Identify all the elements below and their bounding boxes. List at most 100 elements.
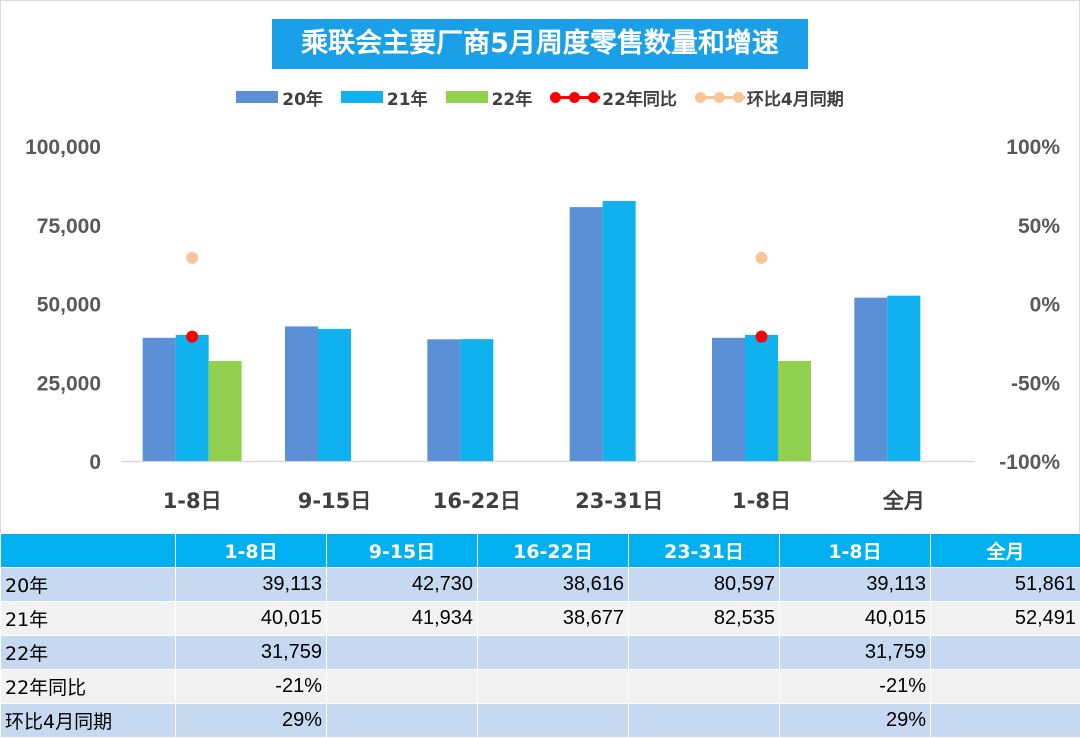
- table-cell: -21%: [176, 670, 327, 704]
- bar-21年: [603, 201, 636, 461]
- table-cell: 29%: [780, 704, 931, 738]
- legend-label-20: 20年: [282, 85, 323, 110]
- y-left-tick-label: 25,000: [37, 372, 101, 395]
- bar-21年: [176, 335, 209, 461]
- point-环比4月同期: [756, 252, 768, 264]
- table-cell: [629, 670, 780, 704]
- data-table: 1-8日 9-15日 16-22日 23-31日 1-8日 全月 20年 39,…: [0, 533, 1080, 738]
- y-right-tick-label: -100%: [999, 451, 1060, 474]
- x-tick-label: 16-22日: [433, 489, 521, 513]
- table-header-cell: 1-8日: [780, 534, 931, 568]
- chart-title: 乘联会主要厂商5月周度零售数量和增速: [272, 19, 808, 69]
- legend-label-yoy: 22年同比: [602, 85, 677, 110]
- table-cell: [629, 704, 780, 738]
- table-cell: [629, 636, 780, 670]
- legend-item-20[interactable]: 20年: [236, 85, 323, 110]
- table-cell: 51,861: [931, 568, 1080, 602]
- row-label: 21年: [1, 602, 176, 636]
- table-cell: 80,597: [629, 568, 780, 602]
- legend-swatch-mom: [695, 90, 745, 104]
- row-label: 20年: [1, 568, 176, 602]
- legend-swatch-21: [341, 91, 383, 103]
- y-left-tick-label: 0: [89, 451, 101, 474]
- table-row: 20年 39,113 42,730 38,616 80,597 39,113 5…: [1, 568, 1080, 602]
- legend-swatch-yoy: [550, 90, 600, 104]
- table-header-cell: 1-8日: [176, 534, 327, 568]
- bar-20年: [143, 338, 176, 461]
- legend-label-21: 21年: [387, 85, 428, 110]
- table-cell: 40,015: [176, 602, 327, 636]
- table-cell: -21%: [780, 670, 931, 704]
- legend-item-22[interactable]: 22年: [446, 85, 533, 110]
- bar-21年: [745, 335, 778, 461]
- bar-20年: [285, 326, 318, 461]
- y-right-tick-label: 0%: [1030, 294, 1061, 317]
- bar-21年: [887, 296, 920, 461]
- table-cell: 39,113: [176, 568, 327, 602]
- legend-item-21[interactable]: 21年: [341, 85, 428, 110]
- bar-21年: [460, 339, 493, 461]
- table-header-cell: 全月: [931, 534, 1080, 568]
- point-22年同比: [186, 331, 198, 343]
- table-cell: 40,015: [780, 602, 931, 636]
- table-cell: 31,759: [780, 636, 931, 670]
- legend-label-mom: 环比4月同期: [747, 85, 844, 110]
- x-tick-label: 23-31日: [575, 489, 663, 513]
- table-cell: 29%: [176, 704, 327, 738]
- chart-plot: 0 25,000 50,000 75,000 100,000 -100% -50% 0% 50%…: [0, 0, 1080, 530]
- y-left-tick-label: 50,000: [37, 294, 101, 317]
- y-right-tick-label: 50%: [1018, 215, 1060, 238]
- table-cell: [327, 636, 478, 670]
- legend-label-22: 22年: [492, 85, 533, 110]
- legend-swatch-22: [446, 91, 488, 103]
- table-cell: [478, 636, 629, 670]
- table-cell: 82,535: [629, 602, 780, 636]
- y-left-tick-label: 75,000: [37, 215, 101, 238]
- table-cell: [478, 670, 629, 704]
- table-row: 21年 40,015 41,934 38,677 82,535 40,015 5…: [1, 602, 1080, 636]
- x-tick-label: 1-8日: [732, 489, 791, 513]
- bar-22年: [778, 361, 811, 461]
- table-cell: 52,491: [931, 602, 1080, 636]
- bar-20年: [570, 207, 603, 461]
- table-header-blank: [1, 534, 176, 568]
- table-row: 环比4月同期 29% 29%: [1, 704, 1080, 738]
- y-left-tick-label: 100,000: [25, 136, 101, 159]
- table-cell: [327, 670, 478, 704]
- table-header-cell: 9-15日: [327, 534, 478, 568]
- legend-item-mom[interactable]: 环比4月同期: [695, 85, 844, 110]
- bar-20年: [712, 338, 745, 461]
- table-cell: [931, 704, 1080, 738]
- bar-20年: [427, 339, 460, 461]
- table-cell: 39,113: [780, 568, 931, 602]
- table-header-row: 1-8日 9-15日 16-22日 23-31日 1-8日 全月: [1, 534, 1080, 568]
- point-22年同比: [756, 331, 768, 343]
- table-cell: [931, 670, 1080, 704]
- table-cell: 38,616: [478, 568, 629, 602]
- x-tick-label: 全月: [882, 489, 925, 513]
- table-header-cell: 23-31日: [629, 534, 780, 568]
- table-cell: 31,759: [176, 636, 327, 670]
- table-cell: [327, 704, 478, 738]
- x-tick-label: 1-8日: [163, 489, 222, 513]
- y-right-tick-label: -50%: [1011, 372, 1060, 395]
- row-label: 22年同比: [1, 670, 176, 704]
- bar-21年: [318, 329, 351, 461]
- table-cell: [931, 636, 1080, 670]
- row-label: 22年: [1, 636, 176, 670]
- legend-swatch-20: [236, 91, 278, 103]
- bar-22年: [209, 361, 242, 461]
- table-header-cell: 16-22日: [478, 534, 629, 568]
- point-环比4月同期: [186, 252, 198, 264]
- y-right-tick-label: 100%: [1006, 136, 1060, 159]
- table-row: 22年同比 -21% -21%: [1, 670, 1080, 704]
- table-cell: [478, 704, 629, 738]
- table-cell: 41,934: [327, 602, 478, 636]
- bar-20年: [854, 298, 887, 461]
- table-cell: 38,677: [478, 602, 629, 636]
- legend-item-yoy[interactable]: 22年同比: [550, 85, 677, 110]
- x-tick-label: 9-15日: [298, 489, 372, 513]
- table-cell: 42,730: [327, 568, 478, 602]
- chart-legend: 20年 21年 22年 22年同比 环比4月同期: [0, 84, 1080, 110]
- row-label: 环比4月同期: [1, 704, 176, 738]
